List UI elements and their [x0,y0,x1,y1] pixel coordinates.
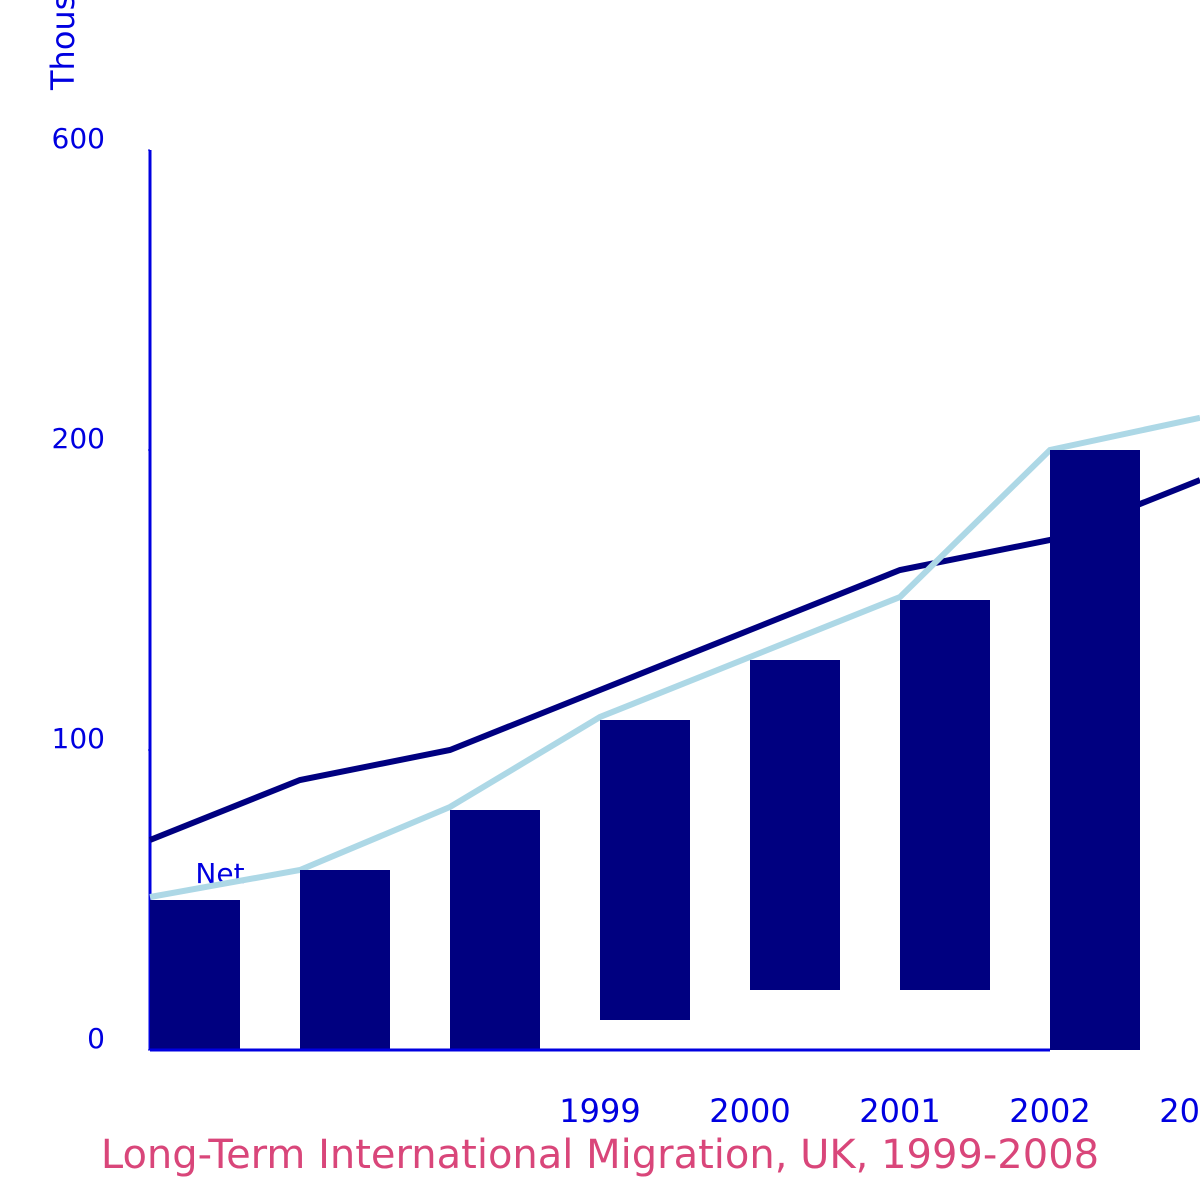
bar [600,720,690,1020]
chart-title: Long-Term International Migration, UK, 1… [101,1132,1099,1178]
bar [900,600,990,990]
y-tick-label: 200 [52,422,105,455]
bar [150,900,240,1050]
y-tick-label: 0 [87,1022,105,1055]
line [148,477,1200,843]
y-axis-label: Thousands [44,0,82,91]
x-tick-label: 2001 [859,1092,940,1130]
y-tick-label: 100 [52,722,105,755]
bar [450,810,540,1050]
bar [300,870,390,1050]
y-tick-label: 600 [52,122,105,155]
bar [750,660,840,990]
bar [1050,450,1140,1050]
x-tick-label: 2003 [1159,1092,1200,1130]
line [149,414,1200,900]
x-tick-label: 2000 [709,1092,790,1130]
x-tick-label: 1999 [559,1092,640,1130]
x-tick-label: 2002 [1009,1092,1090,1130]
